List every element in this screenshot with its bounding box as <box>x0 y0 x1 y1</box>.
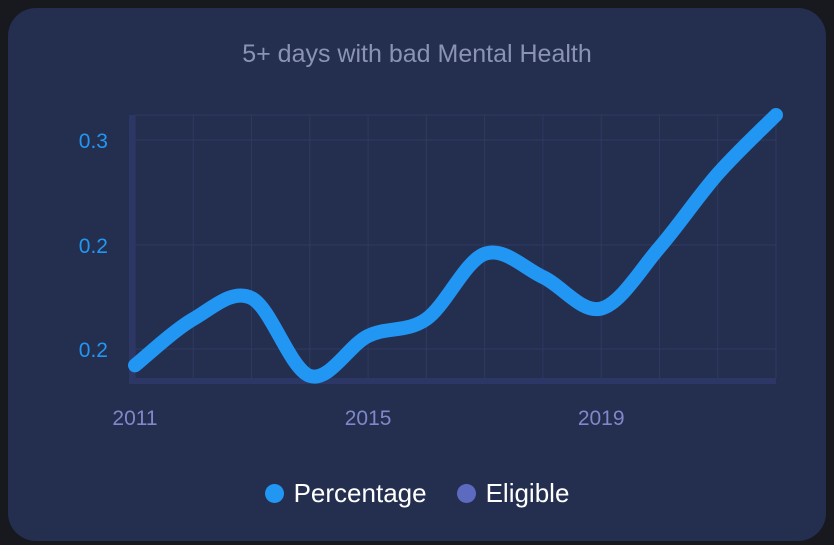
legend-label-eligible: Eligible <box>485 478 570 508</box>
x-tick-label: 2019 <box>578 407 625 430</box>
x-axis-line <box>129 378 776 384</box>
legend-label-percentage: Percentage <box>293 478 427 508</box>
y-axis-line <box>129 115 135 384</box>
legend: Percentage Eligible <box>0 478 834 509</box>
y-tick-labels: 0.3 0.2 0.2 <box>79 130 108 362</box>
legend-item-eligible[interactable]: Eligible <box>456 478 570 509</box>
y-tick-label: 0.3 <box>79 130 108 153</box>
x-tick-labels: 2011 2015 2019 <box>112 407 624 430</box>
y-tick-label: 0.2 <box>79 339 108 362</box>
chart-card: 5+ days with bad Mental Health <box>8 8 826 541</box>
y-tick-label: 0.2 <box>79 235 108 258</box>
series-lines <box>128 108 783 384</box>
grid <box>134 114 777 378</box>
chart-title: 5+ days with bad Mental Health <box>242 40 592 68</box>
legend-item-percentage[interactable]: Percentage <box>264 478 427 509</box>
x-tick-label: 2015 <box>345 407 392 430</box>
legend-swatch-percentage <box>264 484 284 503</box>
axes <box>129 115 776 384</box>
legend-swatch-eligible <box>456 484 476 503</box>
series-line-percentage <box>128 108 783 384</box>
x-tick-label: 2011 <box>112 407 157 430</box>
